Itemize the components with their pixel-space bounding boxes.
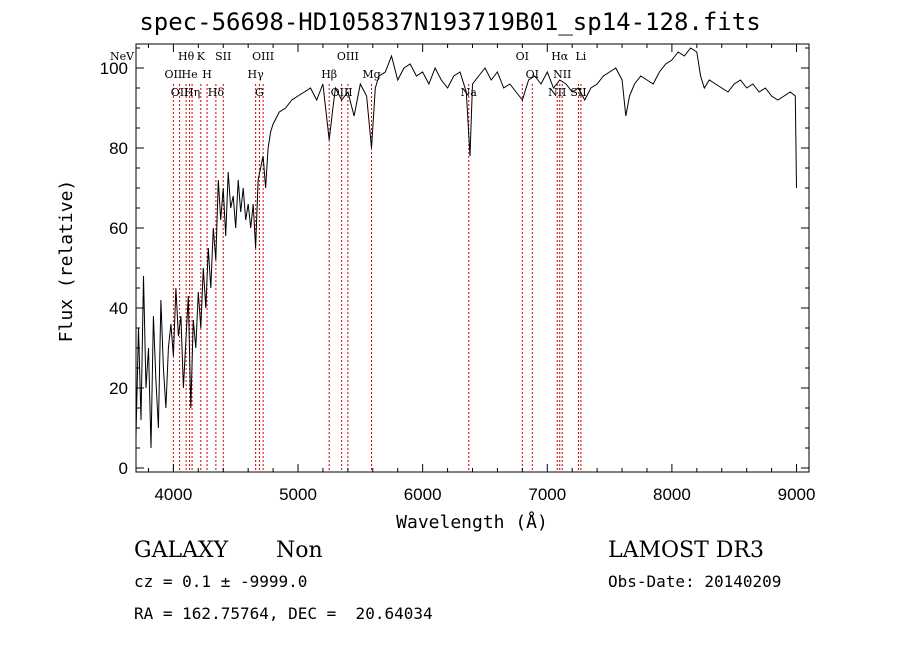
line-label: Hθ bbox=[178, 50, 195, 63]
y-tick-label: 0 bbox=[119, 459, 128, 478]
plot-frame bbox=[135, 43, 810, 473]
y-tick-label: 80 bbox=[109, 139, 128, 158]
spectrum-line bbox=[135, 47, 797, 449]
line-label: K bbox=[197, 50, 206, 63]
line-label: Na bbox=[461, 86, 478, 99]
line-label: H bbox=[202, 68, 212, 81]
y-tick-label: 20 bbox=[109, 379, 128, 398]
object-class: GALAXY bbox=[134, 538, 229, 563]
line-label: NeV bbox=[110, 50, 135, 63]
y-tick-label: 60 bbox=[109, 219, 128, 238]
line-label: OI bbox=[516, 50, 529, 63]
y-axis-label: Flux (relative) bbox=[56, 180, 77, 343]
x-tick-label: 5000 bbox=[279, 485, 317, 504]
object-subclass: Non bbox=[276, 538, 323, 563]
chart-title: spec-56698-HD105837N193719B01_sp14-128.f… bbox=[139, 8, 761, 36]
survey-name: LAMOST DR3 bbox=[608, 538, 764, 563]
line-label: He bbox=[182, 68, 198, 81]
line-label: OIII bbox=[252, 50, 274, 63]
line-label: OII bbox=[171, 86, 189, 99]
line-label: Hη bbox=[184, 86, 200, 99]
line-label: Hδ bbox=[208, 86, 225, 99]
line-label: G bbox=[255, 86, 264, 99]
x-tick-label: 4000 bbox=[154, 485, 192, 504]
line-label: SII bbox=[215, 50, 231, 63]
coordinates: RA = 162.75764, DEC = 20.64034 bbox=[134, 604, 433, 623]
x-axis-ticks: 4000 5000 6000 7000 8000 9000 bbox=[147, 44, 816, 504]
line-label: Hβ bbox=[321, 68, 337, 81]
y-tick-label: 40 bbox=[109, 299, 128, 318]
x-axis-label: Wavelength (Å) bbox=[396, 511, 548, 533]
x-tick-label: 7000 bbox=[528, 485, 566, 504]
line-label: OII bbox=[165, 68, 183, 81]
redshift-cz: cz = 0.1 ± -9999.0 bbox=[134, 572, 308, 591]
spectrum-plot: 4000 5000 6000 7000 8000 9000 0 20 40 60 80 100 Ne… bbox=[56, 43, 816, 533]
line-label: OIII bbox=[337, 50, 359, 63]
x-tick-label: 8000 bbox=[653, 485, 691, 504]
y-tick-label: 100 bbox=[100, 59, 128, 78]
obs-date: Obs-Date: 20140209 bbox=[608, 572, 782, 591]
x-tick-label: 6000 bbox=[404, 485, 442, 504]
line-label: NII bbox=[548, 86, 566, 99]
line-label: Mg bbox=[362, 68, 380, 81]
line-label: Hα bbox=[551, 50, 569, 63]
line-label: NII bbox=[553, 68, 571, 81]
line-markers bbox=[172, 84, 582, 472]
line-label: Li bbox=[576, 50, 587, 63]
x-tick-label: 9000 bbox=[778, 485, 816, 504]
line-label: Hγ bbox=[248, 68, 265, 81]
y-axis-ticks: 0 20 40 60 80 100 bbox=[100, 47, 809, 478]
